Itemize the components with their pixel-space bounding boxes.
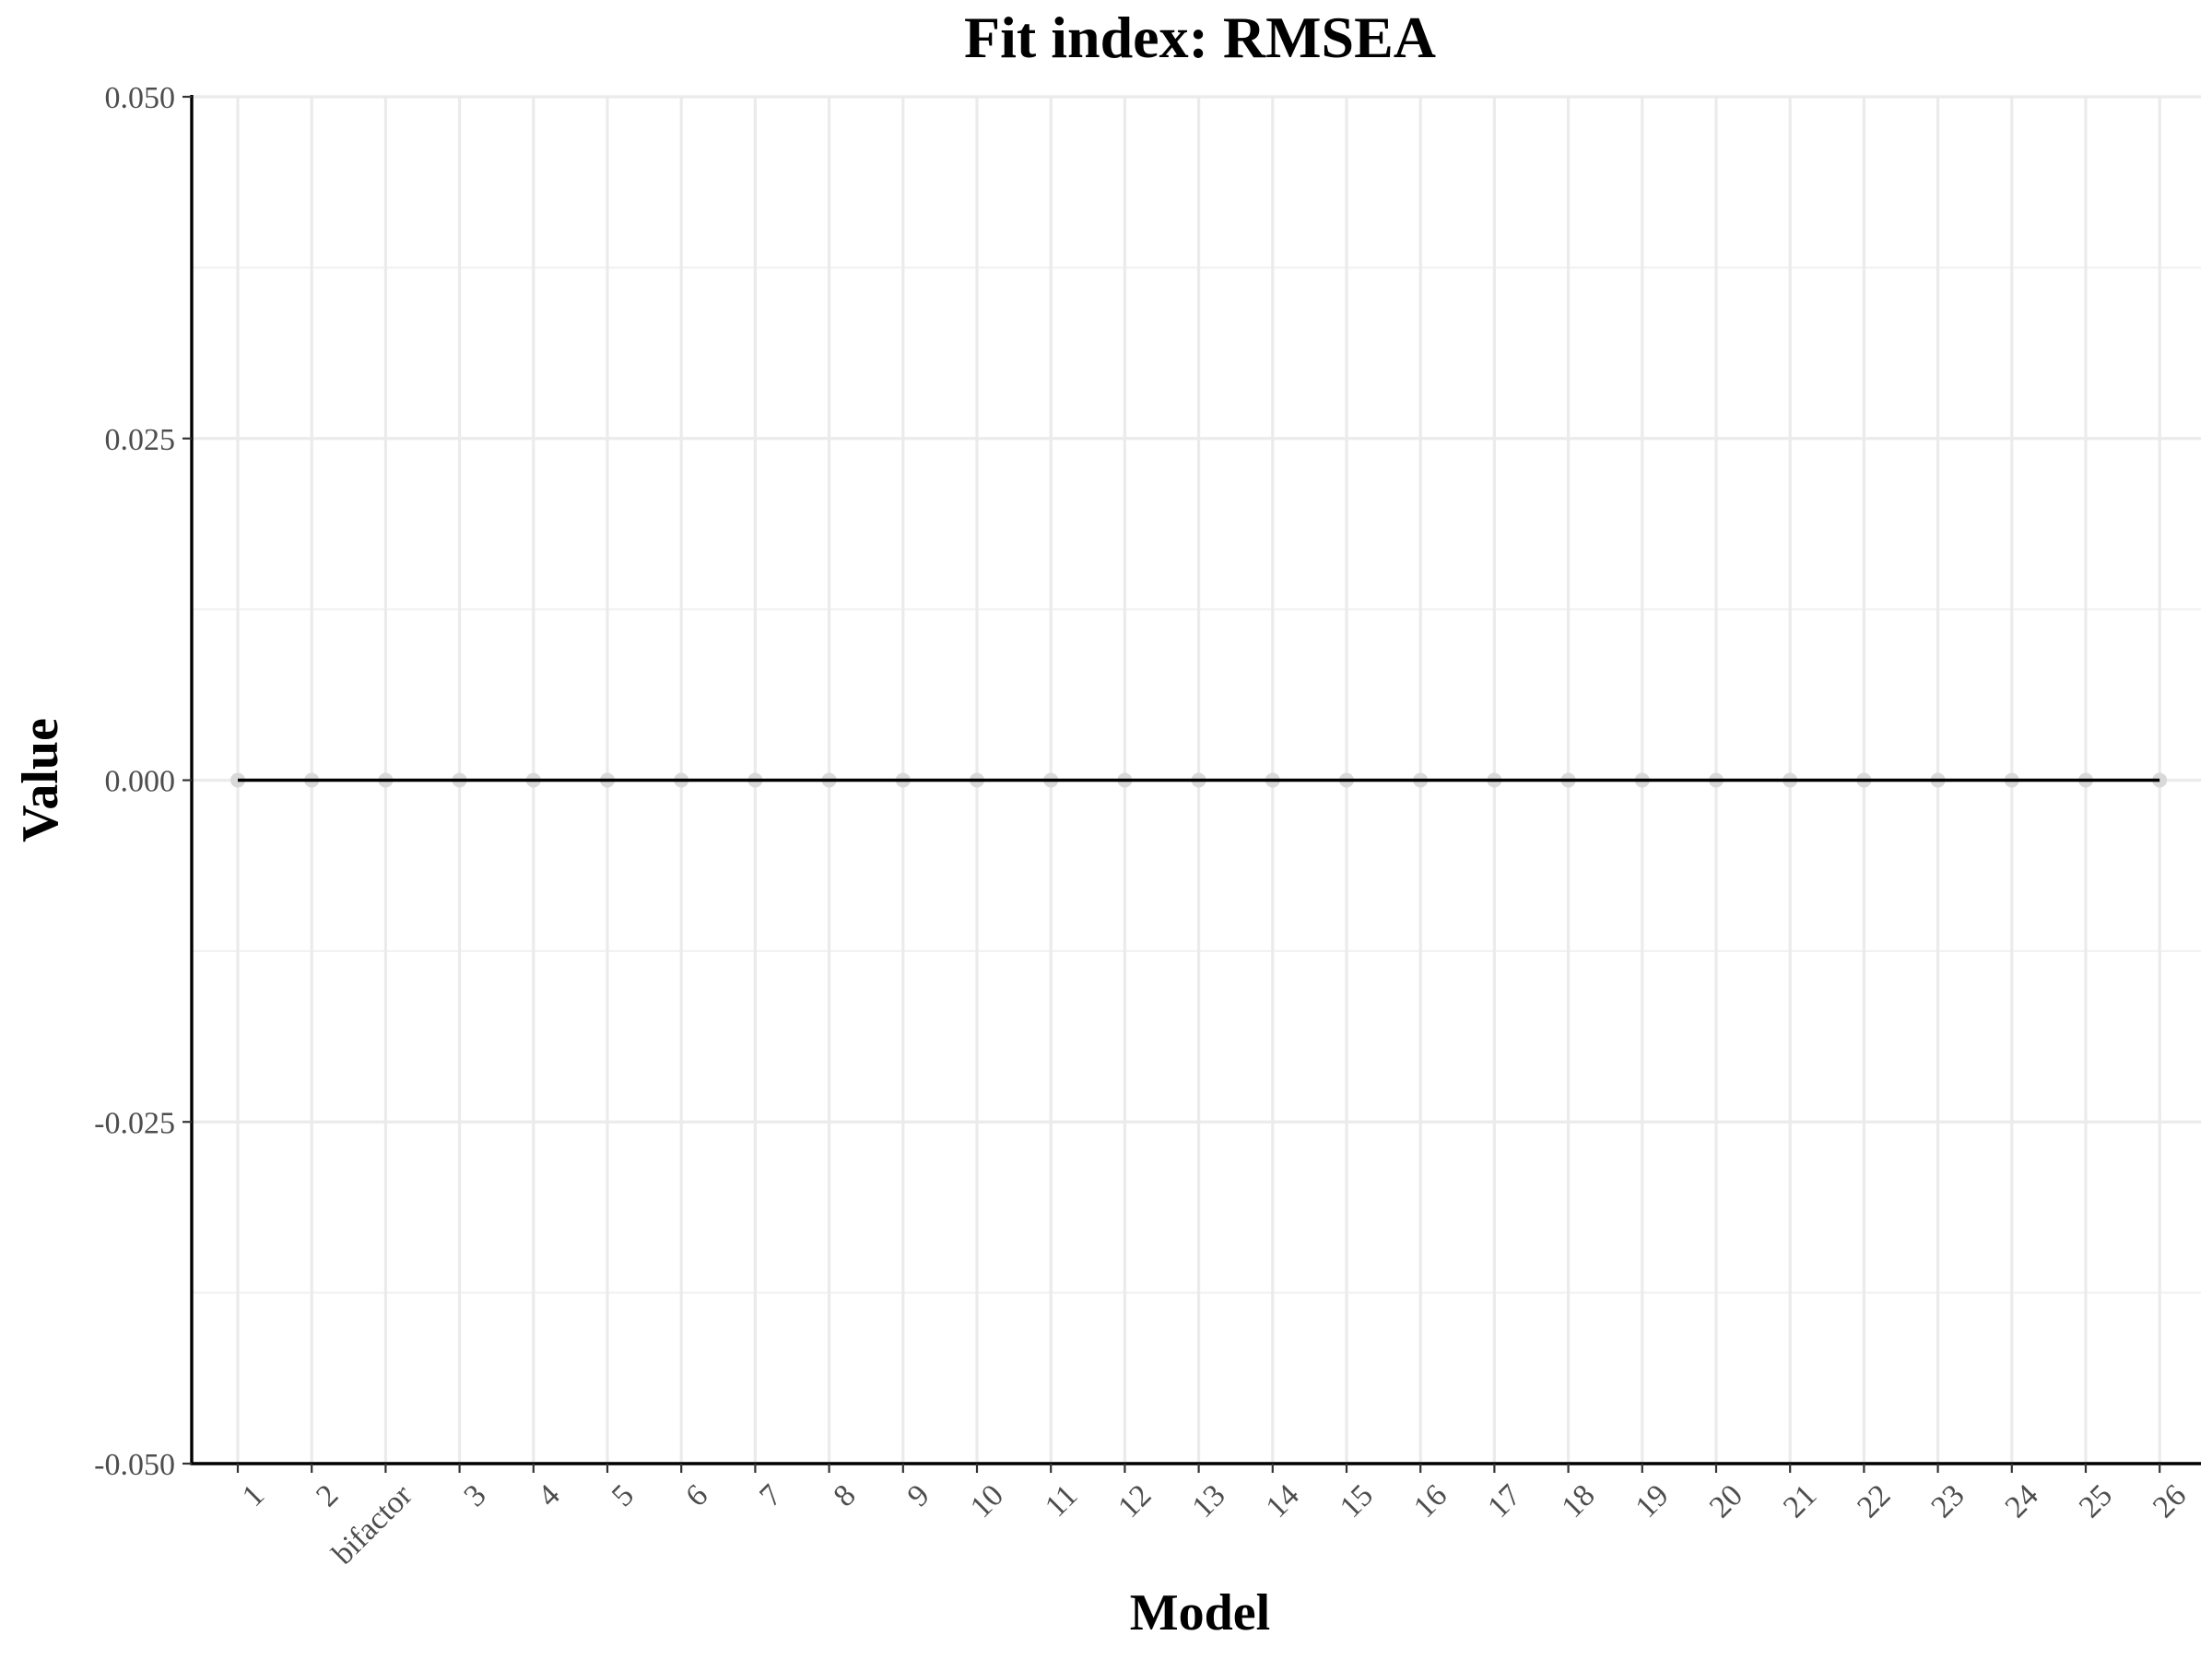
x-tick-label: 18: [1555, 1478, 1601, 1524]
x-tick-label: 2: [310, 1478, 345, 1513]
x-tick-label: 25: [2073, 1478, 2119, 1524]
x-tick-label: 22: [1851, 1478, 1897, 1524]
y-axis-title: Value: [12, 718, 69, 842]
x-tick-label: 12: [1112, 1478, 1158, 1524]
x-tick-label: 17: [1481, 1478, 1527, 1524]
x-tick-label: 9: [901, 1478, 936, 1513]
x-tick-label: 7: [753, 1478, 788, 1513]
y-tick-label: -0.025: [94, 1106, 175, 1140]
x-tick-label: 6: [679, 1478, 714, 1513]
x-axis-title: Model: [1130, 1584, 1270, 1641]
x-tick-label: 3: [457, 1478, 492, 1513]
x-tick-label: 8: [827, 1478, 862, 1513]
y-tick-label: 0.050: [105, 81, 176, 115]
x-tick-label: bifactor: [326, 1477, 419, 1571]
x-tick-label: 11: [1039, 1478, 1084, 1524]
x-tick-label: 5: [606, 1478, 641, 1513]
y-tick-label: -0.050: [94, 1448, 175, 1482]
x-tick-label: 26: [2147, 1478, 2193, 1524]
x-tick-label: 21: [1777, 1478, 1823, 1524]
data-layer: [230, 772, 2168, 788]
x-tick-label: 13: [1185, 1478, 1231, 1524]
x-tick-label: 15: [1334, 1478, 1380, 1524]
x-tick-label: 16: [1407, 1478, 1453, 1524]
x-tick-label: 10: [964, 1478, 1010, 1524]
chart-title: Fit index: RMSEA: [964, 5, 1436, 70]
x-tick-label: 20: [1703, 1478, 1749, 1524]
y-tick-label: 0.000: [105, 765, 176, 799]
x-tick-label: 19: [1630, 1478, 1676, 1524]
x-tick-label: 14: [1260, 1478, 1306, 1524]
y-tick-label: 0.025: [105, 423, 176, 457]
x-tick-label: 24: [1999, 1478, 2045, 1524]
x-tick-label: 23: [1924, 1478, 1971, 1524]
x-tick-label: 4: [532, 1478, 567, 1513]
x-tick-label: 1: [236, 1478, 271, 1513]
